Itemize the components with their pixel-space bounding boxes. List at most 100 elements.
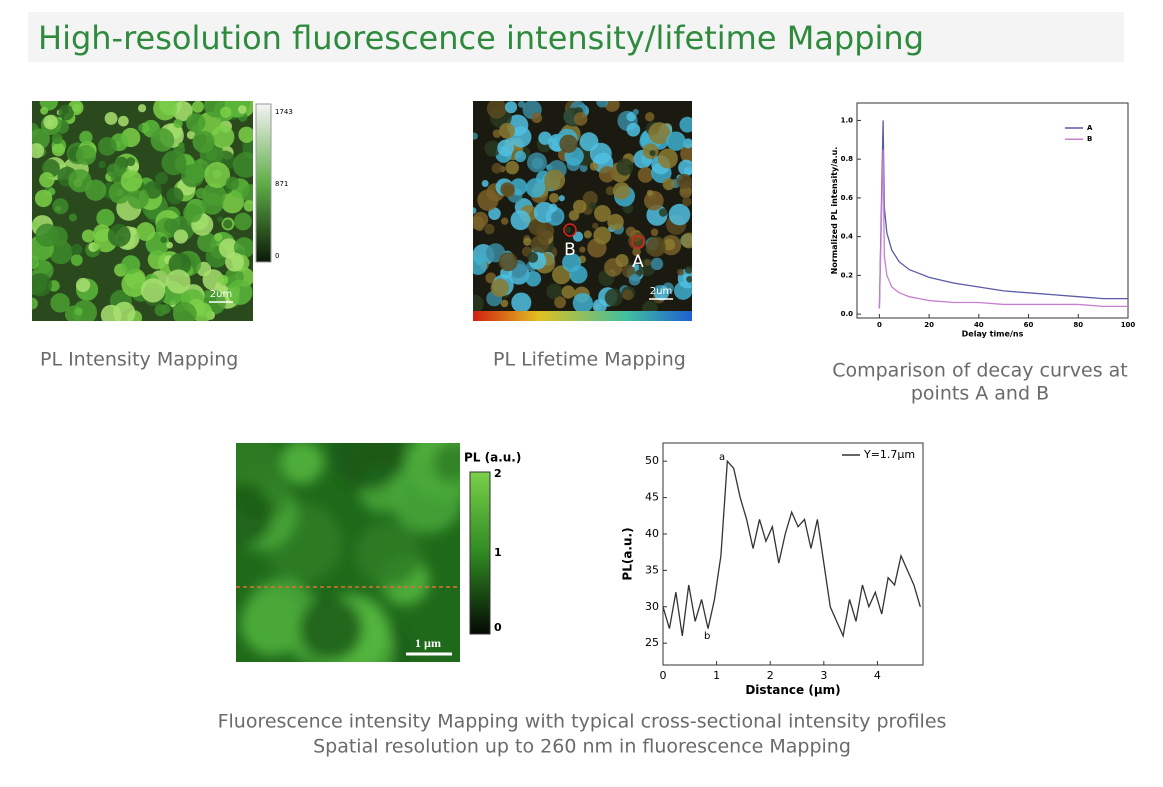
texture-blob [498,252,518,272]
texture-blob [501,217,509,225]
texture-blob [484,140,501,157]
texture-blob [589,161,599,171]
x-tick-label: 20 [924,321,934,329]
texture-blob [477,189,499,211]
texture-blob [626,122,641,137]
x-tick-label: 40 [974,321,984,329]
texture-blob [644,190,664,211]
texture-blob [549,192,559,203]
texture-blob [573,112,588,126]
texture-blob [238,126,253,143]
texture-blob [225,252,245,272]
texture-blob [178,142,185,149]
texture-blob [497,139,514,157]
color-strip [473,311,692,321]
colorbar-label: 0 [275,252,279,260]
scale-bar-label: 2um [210,289,232,300]
texture-blob [72,300,97,321]
texture-blob [241,184,253,204]
texture-blob [510,126,532,148]
colorbar [469,471,491,635]
texture-blob [136,222,156,241]
texture-blob [121,255,141,275]
texture-blob [598,166,616,183]
texture-blob [662,178,675,191]
plot-frame [662,442,924,666]
texture-blob [644,259,651,266]
texture-blob [168,252,192,276]
legend-label: Y=1.7µm [863,448,915,461]
colorbar-label: 0 [494,621,502,634]
texture-blob [666,131,686,151]
texture-blob [35,223,59,247]
texture-blob [211,125,235,149]
x-axis-label: Delay time/ns [962,330,1024,339]
texture-blob [223,219,233,229]
texture-blob [220,106,232,118]
texture-blob [51,143,66,157]
texture-blob [525,270,542,287]
texture-blob [682,196,692,207]
texture-blob [605,186,615,196]
texture-blob [68,169,92,193]
texture-blob [654,285,662,293]
y-axis-label: PL(a.u.) [620,527,634,580]
texture-blob [52,198,69,215]
x-tick-label: 0 [660,669,667,682]
title: High-resolution fluorescence intensity/l… [38,19,924,57]
texture-blob [679,116,692,133]
texture-blob [120,170,143,192]
x-tick-label: 100 [1121,321,1136,329]
texture-blob [500,299,509,308]
texture-blob [107,224,131,247]
y-tick-label: 30 [645,600,659,613]
texture-blob [40,106,49,115]
texture-blob [74,307,83,316]
y-tick-label: 1.0 [841,116,854,124]
texture-blob [568,210,580,221]
texture-blob [559,134,578,153]
texture-blob [481,180,489,188]
x-tick-label: 3 [820,669,827,682]
y-tick-label: 0.8 [841,155,854,163]
texture-blob [32,143,45,159]
texture-blob [490,278,509,298]
y-tick-label: 45 [645,491,659,504]
texture-blob [202,269,224,291]
texture-blob [668,203,691,226]
texture-blob [565,226,572,233]
texture-blob [572,199,587,214]
texture-blob [632,108,639,116]
y-tick-label: 25 [645,636,659,649]
decay-chart: 0.0 0.2 0.4 0.6 0.8 1.0 0 20 40 60 80 100 Delay time… [830,102,1136,339]
texture-blob [525,178,546,198]
texture-blob [186,113,206,133]
texture-blob [299,597,363,661]
texture-blob [137,104,147,113]
texture-blob [51,133,63,145]
texture-blob [604,101,620,112]
texture-blob [191,101,204,113]
texture-blob [533,201,555,223]
texture-blob [34,189,53,208]
y-tick-label: 0.6 [841,194,854,202]
texture-blob [505,101,518,114]
y-axis-label: Normalized PL intensity/a.u. [830,147,839,275]
texture-blob [593,226,612,245]
texture-blob [192,130,215,153]
texture-blob [166,187,184,205]
texture-blob [356,522,422,588]
series-line [878,120,1128,309]
texture-blob [650,257,664,271]
scale-bar-label: 1 µm [415,636,441,650]
texture-blob [183,203,203,223]
texture-blob [588,201,597,210]
texture-blob [492,129,502,138]
texture-blob [115,140,122,148]
texture-blob [484,223,495,235]
point-label: B [564,240,576,260]
texture-blob [658,208,668,217]
texture-blob [32,273,52,297]
texture-blob [473,216,485,230]
